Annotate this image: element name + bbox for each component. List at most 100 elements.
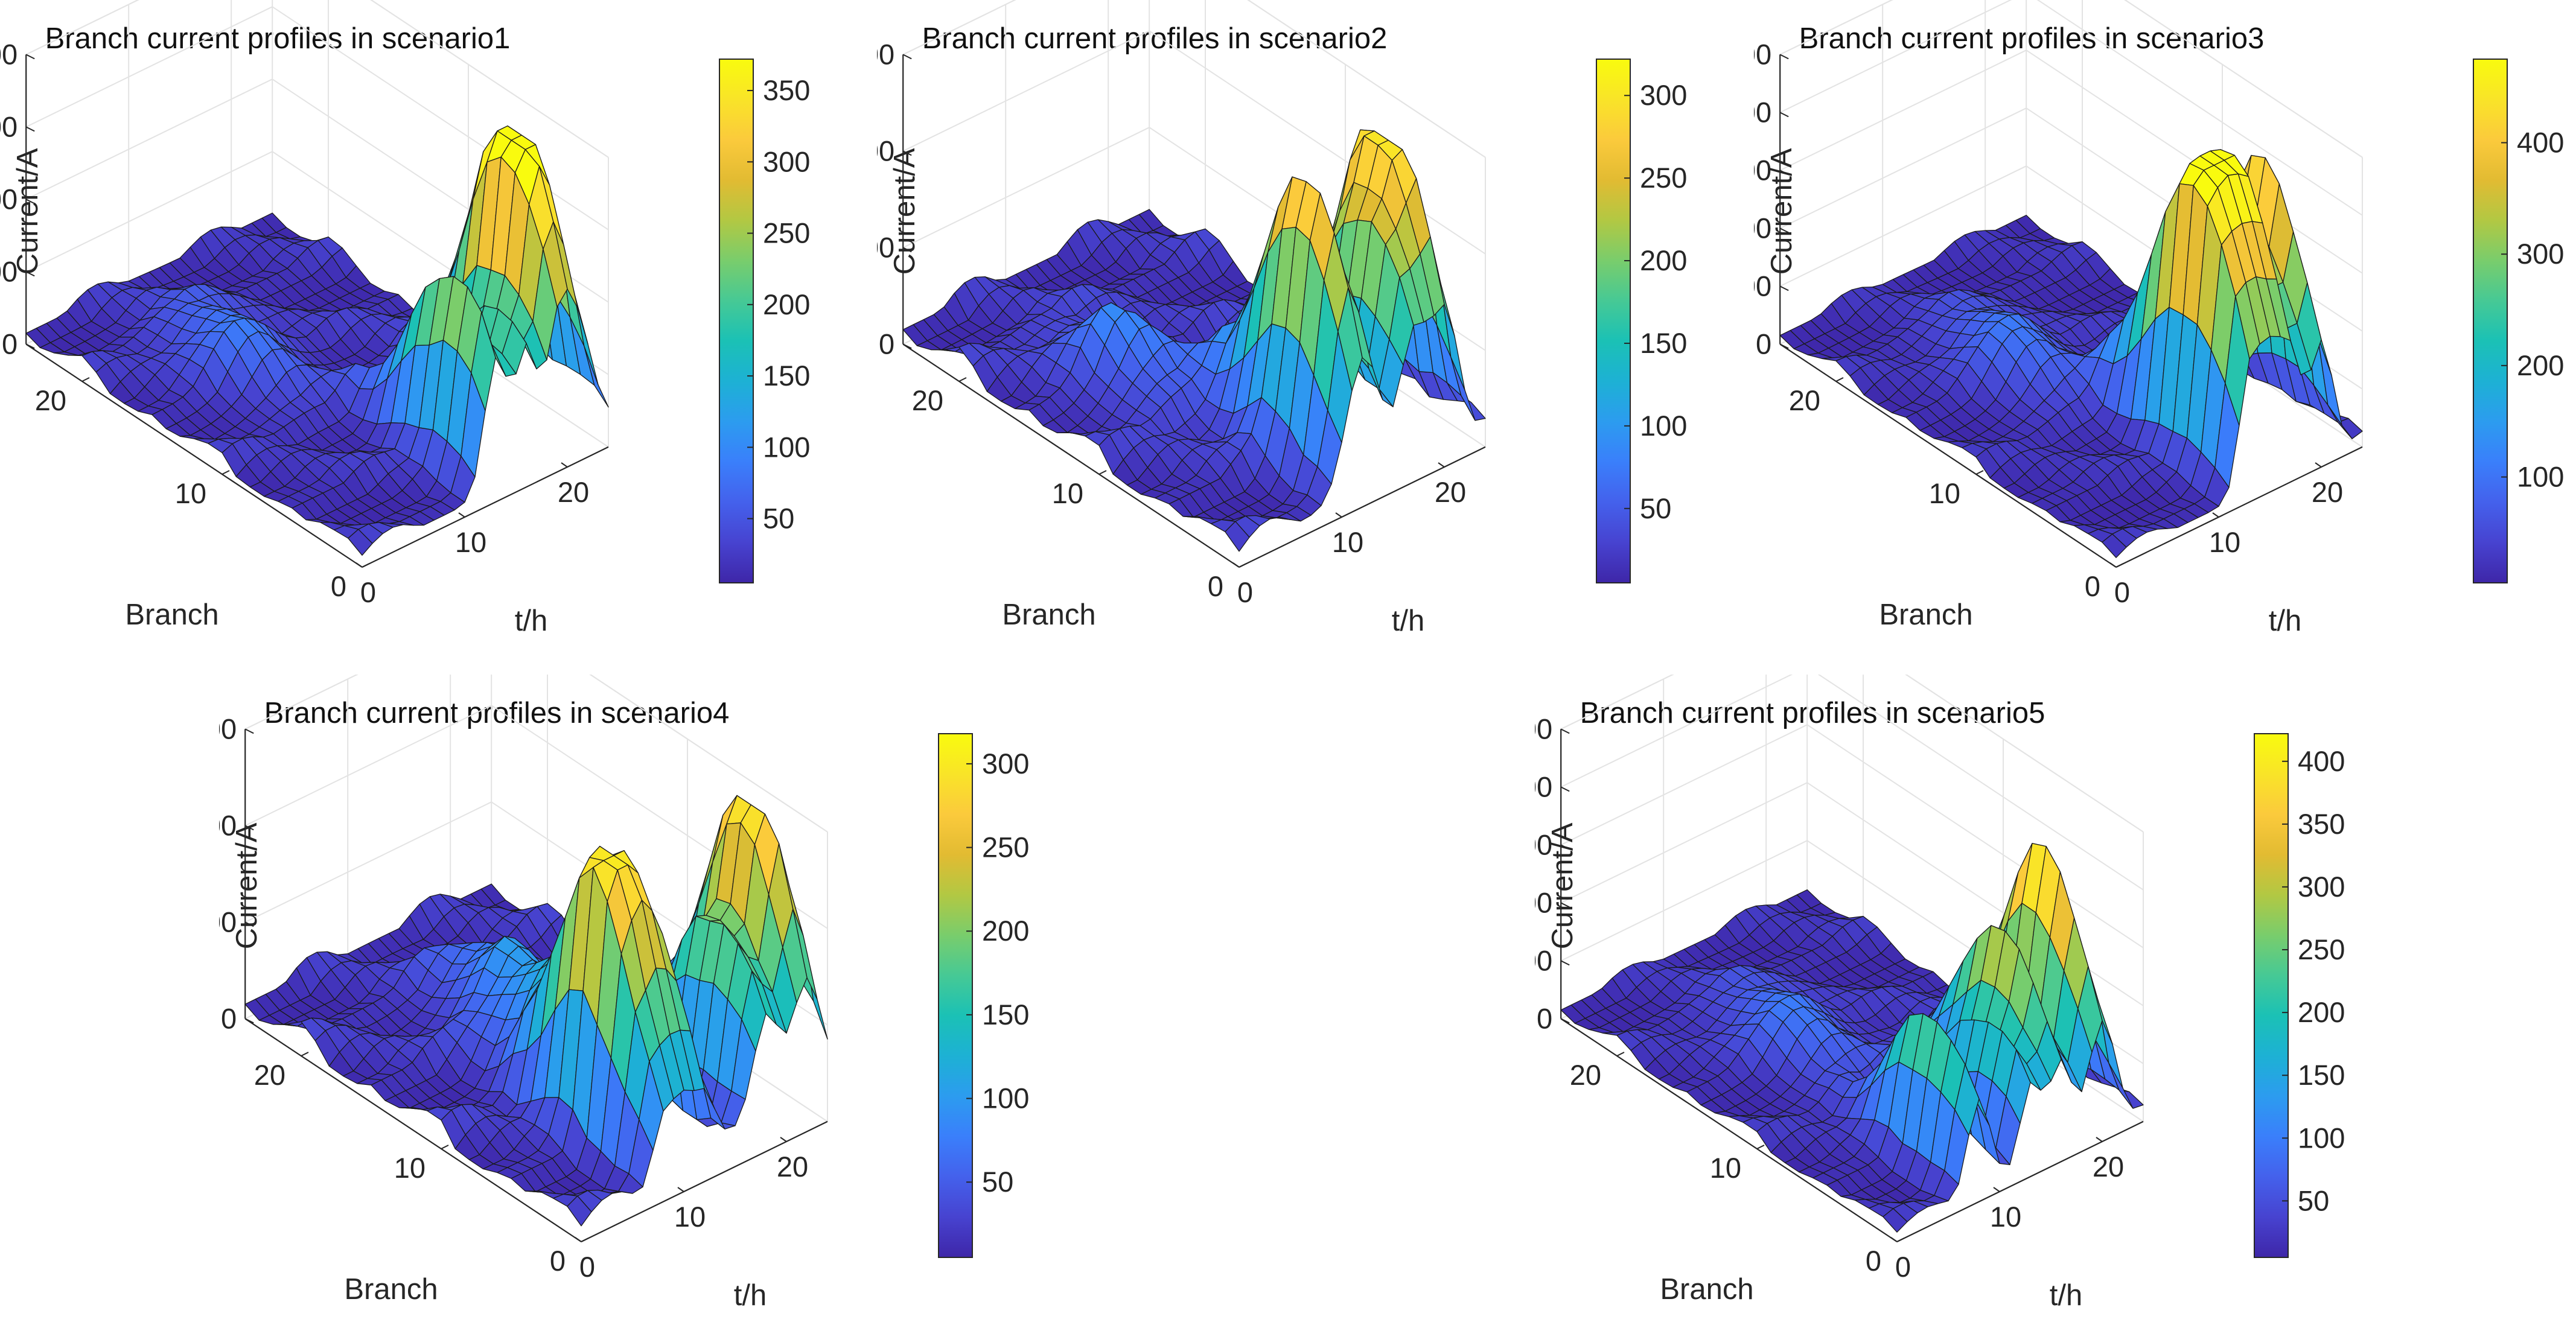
- chart-title-2: Branch current profiles in scenario2: [922, 22, 1388, 55]
- grid-line: [902, 127, 1150, 249]
- branch-tick-mark: [1756, 1145, 1765, 1149]
- branch-tick-mark: [581, 1237, 589, 1242]
- grid-line: [1779, 0, 2012, 113]
- branch-tick-mark: [222, 470, 230, 475]
- colorbar-tick-label: 100: [2298, 1122, 2345, 1154]
- t-tick-label: 10: [455, 526, 486, 558]
- grid-line: [272, 6, 609, 230]
- t-axis-label: t/h: [515, 605, 547, 637]
- colorbar-tick-label: 200: [1640, 244, 1687, 276]
- grid-line: [1779, 165, 2027, 287]
- chart-panel-5: Branch current profiles in scenario5 0 10…: [1535, 675, 2392, 1326]
- z-tick-label: 100: [219, 906, 237, 938]
- z-tick-label: 200: [1754, 212, 1771, 244]
- chart-panel-3: Branch current profiles in scenario3 0 10…: [1754, 0, 2576, 652]
- grid-line: [902, 0, 1016, 56]
- colorbar-tick-label: 300: [2298, 871, 2345, 903]
- grid-line: [1560, 675, 1793, 788]
- colorbar-tick-label: 250: [2298, 933, 2345, 965]
- branch-axis-label: Branch: [1879, 599, 1972, 631]
- t-tick-mark: [1993, 1187, 2000, 1192]
- t-tick-label: 0: [579, 1251, 595, 1283]
- z-tick-mark: [25, 271, 35, 277]
- grid-line: [1560, 675, 1674, 730]
- colorbar-tick-label: 50: [1640, 492, 1671, 524]
- t-tick-label: 0: [360, 576, 376, 608]
- z-tick-mark: [1560, 960, 1570, 966]
- t-tick-label: 20: [777, 1151, 808, 1183]
- colorbar-tick-label: 300: [1640, 79, 1687, 111]
- chart-panel-1: Branch current profiles in scenario1 0 10…: [0, 0, 857, 652]
- grid-line: [1560, 724, 1808, 846]
- chart-title-1: Branch current profiles in scenario1: [45, 22, 511, 55]
- z-tick-label: 400: [1535, 770, 1552, 802]
- grid-line: [1149, 30, 1486, 255]
- t-axis-label: t/h: [2269, 605, 2301, 637]
- grid-line: [1779, 107, 2027, 229]
- z-tick-label: 200: [0, 183, 18, 215]
- z-tick-mark: [244, 1018, 254, 1024]
- grid-line: [1560, 840, 1808, 962]
- surface-patch: [348, 529, 373, 556]
- t-tick-label: 20: [2093, 1151, 2124, 1183]
- branch-tick-mark: [1835, 377, 1844, 382]
- grid-line: [1905, 675, 2144, 833]
- colorbar-tick-label: 200: [982, 915, 1029, 947]
- z-tick-mark: [25, 54, 35, 60]
- branch-tick-mark: [81, 377, 90, 382]
- grid-line: [1779, 0, 1893, 56]
- colorbar-tick-label: 250: [1640, 162, 1687, 194]
- grid-line: [25, 0, 139, 56]
- z-tick-label: 300: [1754, 154, 1771, 186]
- grid-line: [2124, 0, 2363, 158]
- z-tick-mark: [1779, 170, 1789, 176]
- colorbar-tick-label: 250: [763, 217, 810, 249]
- grid-line: [1247, 0, 1486, 158]
- t-tick-mark: [355, 562, 363, 568]
- z-tick-mark: [1560, 1018, 1570, 1024]
- current-axis-label: Current/A: [1765, 148, 1798, 275]
- colorbar-tick-label: 150: [2298, 1059, 2345, 1091]
- t-tick-mark: [1335, 512, 1342, 518]
- colorbar-tick-label: 150: [982, 999, 1029, 1031]
- t-tick-label: 10: [1990, 1201, 2021, 1233]
- z-tick-label: 400: [1754, 96, 1771, 128]
- grid-line: [25, 151, 273, 273]
- colorbar-tick-label: 100: [1640, 410, 1687, 442]
- branch-tick-mark: [1098, 470, 1107, 475]
- z-tick-mark: [1560, 786, 1570, 792]
- z-tick-mark: [244, 825, 254, 831]
- z-tick-mark: [902, 54, 912, 60]
- t-tick-mark: [1890, 1237, 1898, 1242]
- colorbar: [2473, 59, 2508, 583]
- branch-tick-label: 10: [1710, 1152, 1741, 1184]
- z-tick-label: 300: [1535, 828, 1552, 860]
- branch-tick-label: 0: [331, 570, 346, 602]
- branch-tick-label: 20: [254, 1059, 285, 1091]
- t-tick-mark: [1438, 462, 1445, 468]
- branch-tick-label: 10: [394, 1152, 426, 1184]
- grid-line: [370, 0, 609, 158]
- branch-tick-label: 0: [550, 1245, 566, 1277]
- z-tick-mark: [25, 126, 35, 132]
- z-tick-label: 300: [0, 110, 18, 142]
- colorbar-tick-label: 50: [982, 1166, 1013, 1198]
- grid-line: [244, 801, 492, 923]
- chart-title-3: Branch current profiles in scenario3: [1799, 22, 2265, 55]
- z-tick-mark: [1779, 112, 1789, 118]
- colorbar-tick-label: 400: [2517, 127, 2564, 159]
- colorbar-tick-label: 350: [763, 74, 810, 106]
- t-tick-label: 10: [674, 1201, 706, 1233]
- t-tick-label: 20: [2312, 476, 2343, 508]
- branch-tick-label: 0: [2085, 570, 2100, 602]
- t-tick-label: 10: [1332, 526, 1363, 558]
- surface-chart-1: Branch current profiles in scenario1 0 10…: [0, 0, 810, 637]
- branch-tick-mark: [1896, 1237, 1905, 1242]
- current-axis-label: Current/A: [888, 148, 921, 275]
- z-tick-mark: [1560, 902, 1570, 908]
- colorbar: [938, 733, 973, 1258]
- z-tick-label: 500: [1535, 713, 1552, 745]
- t-tick-mark: [561, 462, 568, 468]
- colorbar-tick-label: 100: [982, 1082, 1029, 1114]
- z-tick-label: 100: [877, 231, 894, 263]
